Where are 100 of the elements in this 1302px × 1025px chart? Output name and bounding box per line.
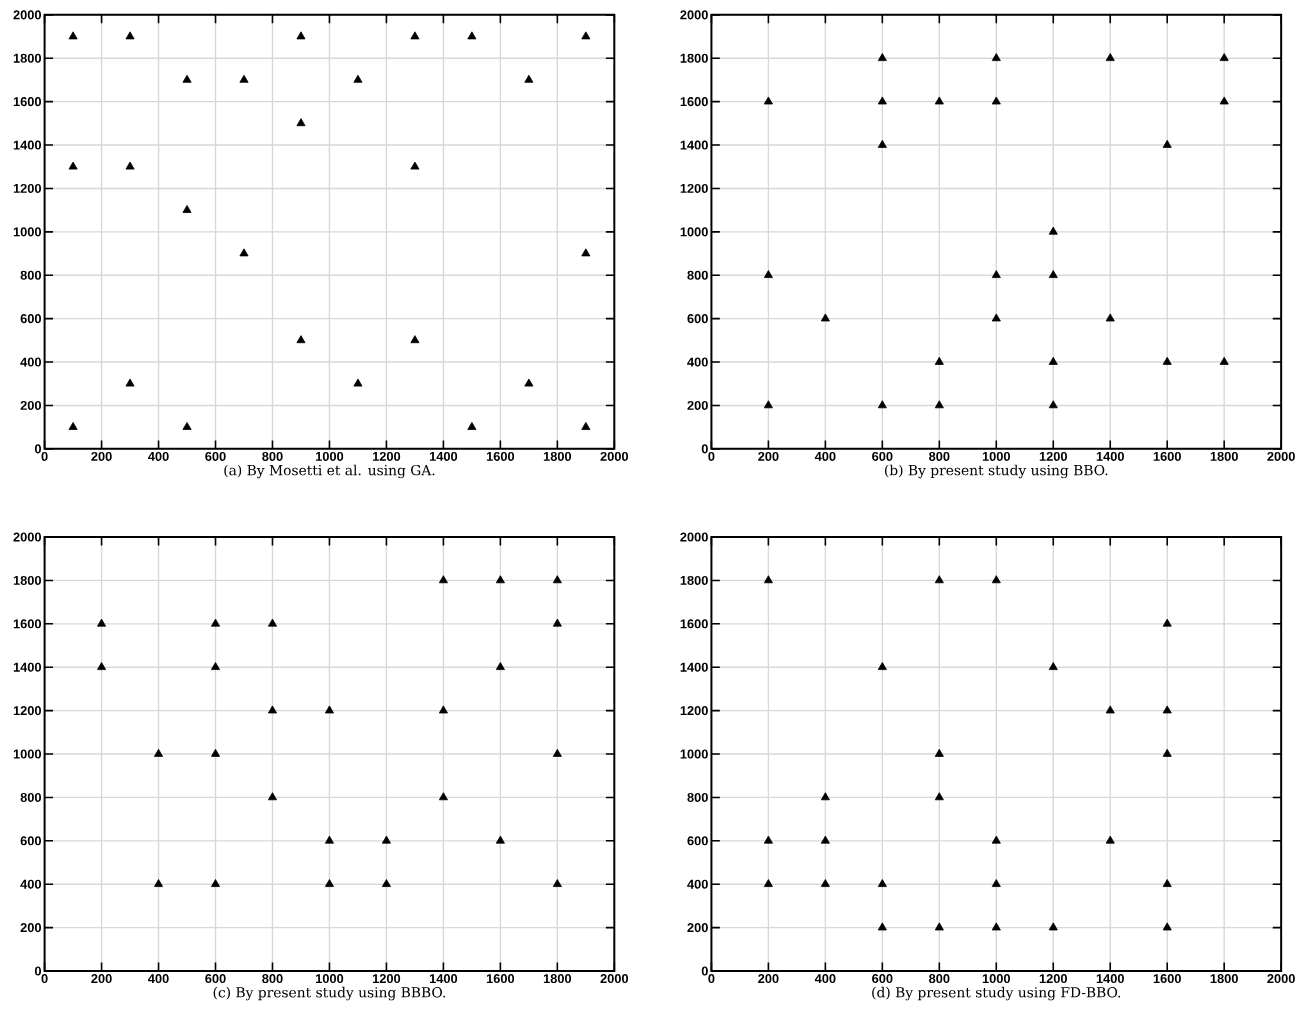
x-tick-label: 1800 [1210, 452, 1238, 462]
point [495, 662, 505, 671]
x-tick-label: 200 [758, 974, 779, 984]
x-tick-label: 1000 [982, 452, 1011, 462]
text: (c) By present study using BBBO. [213, 987, 446, 1001]
y-tick-label: 600 [20, 836, 42, 846]
point [1162, 705, 1172, 714]
x-tick-label: 2000 [1267, 452, 1295, 462]
point [877, 879, 887, 888]
y-tick-label: 1600 [13, 619, 42, 629]
point [581, 31, 591, 40]
x-tick-label: 1600 [486, 974, 515, 984]
y-tick-label: 1600 [680, 619, 708, 629]
point [1048, 662, 1058, 671]
point [1162, 879, 1172, 888]
y-tick-label: 1800 [680, 53, 708, 64]
y-tick-label: 1200 [680, 184, 708, 194]
point [68, 31, 78, 40]
y-tick-label: 400 [687, 879, 708, 889]
x-tick-label: 1600 [1153, 452, 1181, 462]
x-tick-label: 1000 [315, 452, 344, 462]
point [267, 705, 277, 714]
x-tick-label: 800 [262, 452, 283, 462]
point [239, 248, 249, 257]
point [182, 75, 192, 83]
point [239, 75, 249, 83]
point [1219, 357, 1229, 366]
x-tick-label: 400 [148, 974, 169, 984]
x-tick-label: 1800 [543, 452, 572, 462]
x-tick-label: 1200 [1039, 974, 1067, 984]
y-tick-label: 2000 [680, 10, 708, 20]
x-tick-label: 2000 [600, 452, 629, 462]
y-tick-label: 1400 [680, 662, 708, 672]
point [495, 835, 505, 844]
point [1048, 270, 1058, 279]
point [68, 422, 78, 431]
y-tick-label: 800 [687, 270, 708, 281]
point [324, 705, 334, 714]
point [877, 96, 887, 105]
point [211, 879, 221, 888]
y-tick-label: 200 [687, 401, 708, 411]
x-tick-label: 1800 [1210, 974, 1238, 984]
x-tick-label: 1600 [486, 452, 515, 462]
y-tick-label: 200 [20, 923, 42, 933]
x-tick-label: 200 [758, 452, 779, 462]
point [125, 378, 135, 387]
point [154, 749, 164, 758]
point [524, 378, 534, 387]
point [877, 400, 887, 409]
y-tick-label: 800 [687, 793, 708, 803]
y-tick-label: 1200 [13, 706, 42, 716]
point [877, 662, 887, 671]
point [1048, 357, 1058, 366]
x-tick-label: 2000 [1267, 974, 1295, 984]
point [154, 879, 164, 888]
point [495, 575, 505, 584]
y-tick-label: 600 [687, 836, 708, 846]
x-tick-label: 400 [148, 452, 169, 462]
point [991, 879, 1001, 888]
x-tick-label: 600 [872, 452, 893, 462]
point [324, 879, 334, 888]
point [353, 378, 363, 387]
x-tick-label: 400 [814, 974, 836, 984]
point [1105, 53, 1115, 62]
point [763, 575, 773, 584]
point [820, 835, 830, 844]
x-tick-label: 1400 [429, 452, 458, 462]
x-tick-label: 1400 [429, 974, 458, 984]
point [934, 792, 944, 801]
point [991, 53, 1001, 62]
y-tick-label: 1600 [13, 97, 42, 107]
point [877, 140, 887, 149]
y-tick-label: 2000 [13, 10, 42, 20]
y-tick-label: 1400 [13, 662, 42, 672]
point [934, 357, 944, 366]
point [1162, 749, 1172, 758]
point [267, 618, 277, 627]
y-tick-label: 400 [20, 357, 42, 367]
y-tick-label: 200 [687, 923, 708, 933]
x-tick-label: 1400 [1096, 452, 1124, 462]
point [877, 922, 887, 931]
y-tick-label: 2000 [13, 532, 42, 542]
point [410, 161, 420, 170]
y-tick-label: 1800 [13, 576, 42, 586]
x-tick-label: 1800 [543, 974, 572, 984]
x-tick-label: 1000 [315, 974, 344, 984]
point [552, 879, 562, 888]
point [991, 270, 1001, 279]
point [467, 31, 477, 40]
point [991, 922, 1001, 931]
point [877, 53, 887, 62]
y-tick-label: 2000 [680, 532, 708, 542]
point [438, 705, 448, 714]
point [934, 749, 944, 758]
x-tick-label: 1000 [982, 974, 1011, 984]
point [552, 749, 562, 758]
point [820, 313, 830, 322]
point [1162, 357, 1172, 366]
point [296, 118, 306, 127]
x-tick-label: 800 [929, 974, 950, 984]
